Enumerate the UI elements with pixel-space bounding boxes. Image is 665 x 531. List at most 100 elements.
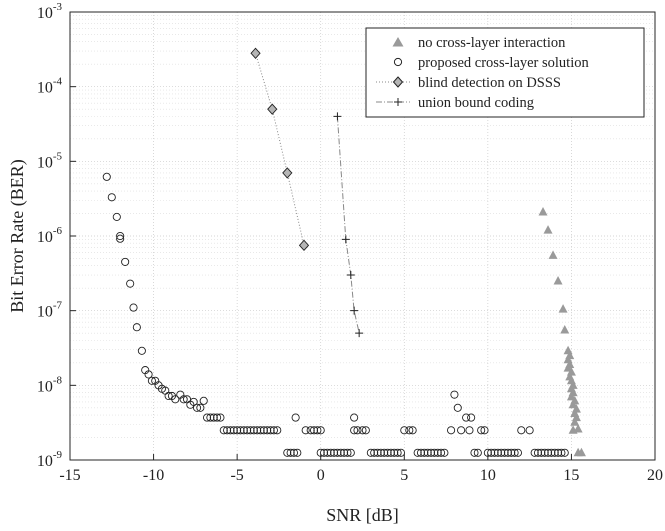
triangle-point [558, 304, 568, 313]
circle-point [333, 448, 342, 457]
legend-circle-icon [393, 57, 403, 67]
circle-point [219, 426, 228, 435]
circle-point [437, 448, 446, 457]
x-tick-label: -10 [143, 467, 164, 484]
circle-point [236, 426, 245, 435]
circle-point [537, 448, 546, 457]
circle-point [320, 448, 329, 457]
circle-point [216, 413, 225, 422]
circle-point [102, 172, 111, 181]
circle-point [116, 234, 125, 243]
circle-point [291, 413, 300, 422]
plus-point [341, 235, 350, 244]
x-axis-label: SNR [dB] [326, 505, 399, 525]
circle-point [196, 403, 205, 412]
y-tick-label: 10-9 [37, 449, 63, 470]
circle-point [330, 448, 339, 457]
circle-point [533, 448, 543, 457]
circle-point [383, 448, 392, 457]
circle-point [376, 448, 385, 457]
triangle-point [576, 447, 586, 457]
x-tick-label: -5 [230, 467, 243, 484]
diamond-point [298, 239, 310, 252]
triangle-point [563, 345, 573, 355]
circle-point [353, 426, 362, 435]
circle-point [366, 448, 375, 457]
x-tick-label: 0 [317, 467, 325, 484]
circle-point [530, 448, 539, 457]
circle-point [293, 448, 302, 457]
circle-point [306, 426, 315, 435]
circle-point [164, 391, 173, 401]
circle-point [453, 403, 462, 412]
circle-point [550, 448, 559, 457]
circle-point [266, 426, 275, 435]
series-line [336, 116, 360, 334]
circle-point [500, 448, 509, 457]
legend-label-union-bound: union bound coding [418, 95, 534, 111]
circle-point [426, 448, 436, 457]
x-tick-label: 5 [400, 467, 408, 484]
y-tick-label: 10-6 [37, 225, 63, 246]
circle-point [144, 370, 153, 379]
triangle-point [553, 275, 563, 285]
circle-point [263, 426, 272, 435]
circle-point [540, 448, 549, 457]
circle-point [554, 448, 563, 457]
circle-point [137, 346, 146, 355]
diamond-point [267, 103, 278, 115]
series-line [255, 53, 305, 246]
triangle-point [548, 250, 558, 259]
circle-point [490, 448, 499, 457]
circle-point [229, 426, 238, 435]
y-tick-label: 10-8 [37, 374, 63, 395]
circle-point [525, 426, 534, 435]
circle-point [380, 448, 389, 457]
circle-point [326, 448, 335, 457]
circle-point [323, 448, 332, 457]
circle-point [400, 426, 409, 435]
circle-point [513, 448, 522, 457]
series-lines [255, 53, 360, 334]
circle-point [457, 426, 466, 435]
circle-point [346, 448, 355, 457]
circle-point [126, 279, 135, 288]
circle-point [340, 448, 349, 457]
circle-point [192, 403, 202, 412]
plus-point [350, 306, 359, 315]
triangle-point [543, 225, 553, 234]
circle-point [467, 413, 476, 422]
circle-point [116, 231, 125, 241]
circle-point [396, 448, 405, 457]
legend-entry-blind-detection: blind detection on DSSS [376, 75, 561, 91]
circle-point [358, 426, 367, 435]
plus-point [333, 112, 342, 121]
legend-plus-icon [394, 98, 402, 106]
x-tick-label: 10 [480, 467, 496, 484]
circle-point [373, 448, 382, 457]
x-tick-label: -15 [59, 467, 80, 484]
circle-point [487, 448, 496, 457]
legend-label-proposed: proposed cross-layer solution [418, 55, 589, 71]
circle-point [547, 448, 556, 457]
circle-point [206, 413, 215, 422]
axis-ticks: 10-9 10-8 10-7 10-6 10-5 10-4 10-3 -15 -10 -5 0 5 10… [37, 1, 663, 484]
circle-point [226, 426, 235, 435]
circle-point [408, 426, 417, 435]
circle-point [370, 448, 379, 457]
circle-point [253, 426, 262, 435]
circle-point [393, 448, 402, 457]
circle-point [405, 426, 414, 435]
circle-point [309, 426, 319, 435]
legend-entry-union-bound: union bound coding [376, 95, 534, 111]
triangle-point [570, 417, 580, 426]
x-tick-label: 15 [563, 467, 579, 484]
circle-point [386, 448, 395, 457]
circle-point [246, 426, 255, 435]
triangle-point [573, 424, 583, 433]
circle-point [560, 448, 569, 457]
circle-point [243, 426, 252, 435]
legend-label-no-cross-layer: no cross-layer interaction [418, 35, 566, 51]
circle-point [413, 448, 422, 457]
circle-point [390, 448, 399, 457]
